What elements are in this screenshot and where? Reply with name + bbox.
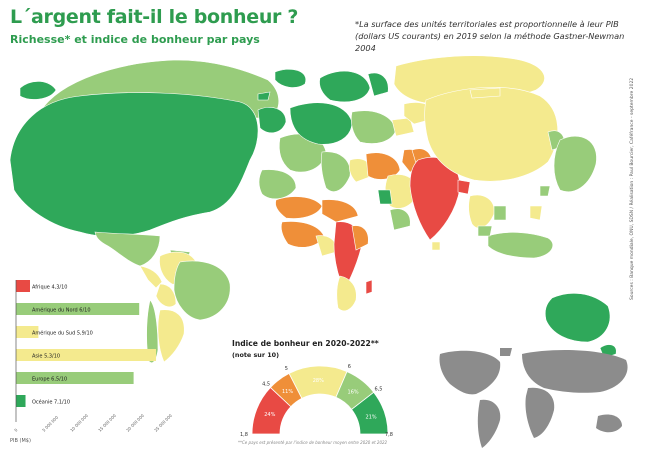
map-subtitle: Richesse* et indice de bonheur par pays bbox=[10, 33, 260, 46]
region-italy bbox=[320, 151, 351, 192]
surface-note: *La surface des unités territoriales est… bbox=[355, 19, 625, 53]
region-greenland bbox=[274, 69, 307, 88]
region-saudi bbox=[389, 208, 411, 231]
gauge-bound-1: 5 bbox=[285, 366, 288, 372]
bar-tick-2: 10 000 000 bbox=[69, 413, 89, 433]
gauge-segment-label-2: 28% bbox=[313, 378, 324, 384]
bar-tick-5: 25 000 000 bbox=[153, 413, 173, 433]
bar-5 bbox=[16, 395, 26, 407]
region-egypt-libya bbox=[321, 199, 359, 223]
gauge-max-label: 7,8 bbox=[385, 432, 393, 438]
region-brazil bbox=[173, 260, 231, 321]
region-iceland bbox=[257, 91, 271, 101]
bar-xlabel: PIB (M$) bbox=[10, 438, 31, 444]
bar-label-2: Amérique du Sud 5,9/10 bbox=[32, 330, 93, 337]
inset-australia bbox=[596, 414, 622, 433]
bar-label-5: Océanie 7,1/10 bbox=[32, 399, 70, 406]
inset-africa bbox=[525, 387, 555, 438]
gauge-segment-label-4: 21% bbox=[366, 415, 377, 421]
bar-label-4: Europe 6,5/10 bbox=[32, 377, 67, 383]
region-taiwan bbox=[539, 185, 551, 197]
region-israel-gulf bbox=[377, 189, 393, 205]
bar-tick-0: 0 bbox=[13, 427, 19, 433]
region-chile bbox=[146, 299, 159, 363]
inset-south-america bbox=[477, 399, 501, 448]
region-southern-africa bbox=[336, 275, 357, 312]
inset-greenland bbox=[500, 348, 512, 356]
region-philippines bbox=[529, 205, 543, 221]
inset-europe-asia bbox=[522, 350, 628, 393]
region-central-america bbox=[139, 265, 163, 289]
region-argentina bbox=[157, 309, 185, 363]
map-title: L´argent fait-il le bonheur ? bbox=[10, 6, 299, 28]
bar-0 bbox=[16, 280, 30, 292]
bar-tick-1: 5 000 000 bbox=[41, 414, 59, 432]
region-mexico bbox=[94, 231, 161, 267]
happiness-gauge: 24% 4,5 11% 5 28% 6 16% 6,5 21% 1,8 7,8 bbox=[240, 364, 393, 438]
bar-label-0: Afrique 4,3/10 bbox=[32, 285, 67, 291]
region-australia bbox=[544, 293, 611, 343]
region-uk-ireland bbox=[257, 107, 287, 134]
region-greece-balkans bbox=[348, 158, 373, 183]
region-nigeria bbox=[315, 235, 337, 257]
region-indonesia bbox=[487, 232, 554, 259]
region-turkey bbox=[365, 152, 401, 180]
region-mongolia bbox=[469, 87, 501, 99]
region-japan bbox=[553, 135, 597, 192]
bar-tick-4: 20 000 000 bbox=[125, 413, 145, 433]
region-spain-portugal bbox=[258, 169, 297, 200]
bar-1 bbox=[16, 303, 140, 315]
gauge-bound-2: 6 bbox=[348, 364, 351, 370]
gauge-segment-label-0: 24% bbox=[264, 412, 275, 418]
gauge-segment-label-3: 16% bbox=[348, 389, 359, 395]
region-east-africa bbox=[351, 225, 369, 251]
gauge-title: Indice de bonheur en 2020-2022** bbox=[232, 339, 379, 348]
region-scandinavia bbox=[319, 70, 371, 103]
region-eastern-europe bbox=[350, 110, 397, 144]
gauge-bound-3: 6,5 bbox=[374, 387, 382, 393]
region-sri-lanka bbox=[431, 241, 441, 251]
gauge-segment-label-1: 11% bbox=[282, 389, 293, 395]
region-indochina bbox=[468, 194, 495, 229]
region-malaysia bbox=[477, 225, 493, 237]
gdp-bar-chart: Afrique 4,3/10 Amérique du Nord 6/10 Améri… bbox=[10, 280, 173, 444]
gauge-footnote: **Ce pays est présenté par l'indice de b… bbox=[238, 440, 388, 445]
bar-4 bbox=[16, 372, 134, 384]
region-alaska bbox=[19, 81, 57, 100]
region-usa bbox=[9, 92, 259, 237]
region-bangladesh bbox=[457, 179, 471, 195]
bar-label-1: Amérique du Nord 6/10 bbox=[32, 307, 91, 314]
inset-north-america bbox=[439, 350, 501, 395]
gauge-subtitle: (note sur 10) bbox=[232, 351, 280, 359]
gauge-segment-4 bbox=[351, 391, 389, 435]
bar-tick-3: 15 000 000 bbox=[97, 413, 117, 433]
region-madagascar bbox=[365, 279, 373, 295]
region-west-africa bbox=[280, 221, 325, 248]
gauge-bound-0: 4,5 bbox=[262, 381, 270, 387]
bar-3 bbox=[16, 349, 156, 361]
bar-2 bbox=[16, 326, 39, 338]
region-peru-bolivia bbox=[155, 283, 177, 308]
inset-world-map bbox=[439, 348, 628, 448]
region-china bbox=[424, 87, 558, 182]
gauge-min-label: 1,8 bbox=[240, 432, 248, 438]
bar-label-3: Asie 5,3/10 bbox=[32, 354, 60, 360]
region-morocco-algeria bbox=[275, 196, 323, 219]
region-thailand bbox=[493, 205, 507, 221]
region-germany-benelux bbox=[289, 102, 353, 145]
region-finland bbox=[367, 72, 389, 97]
region-ukraine bbox=[391, 117, 415, 137]
